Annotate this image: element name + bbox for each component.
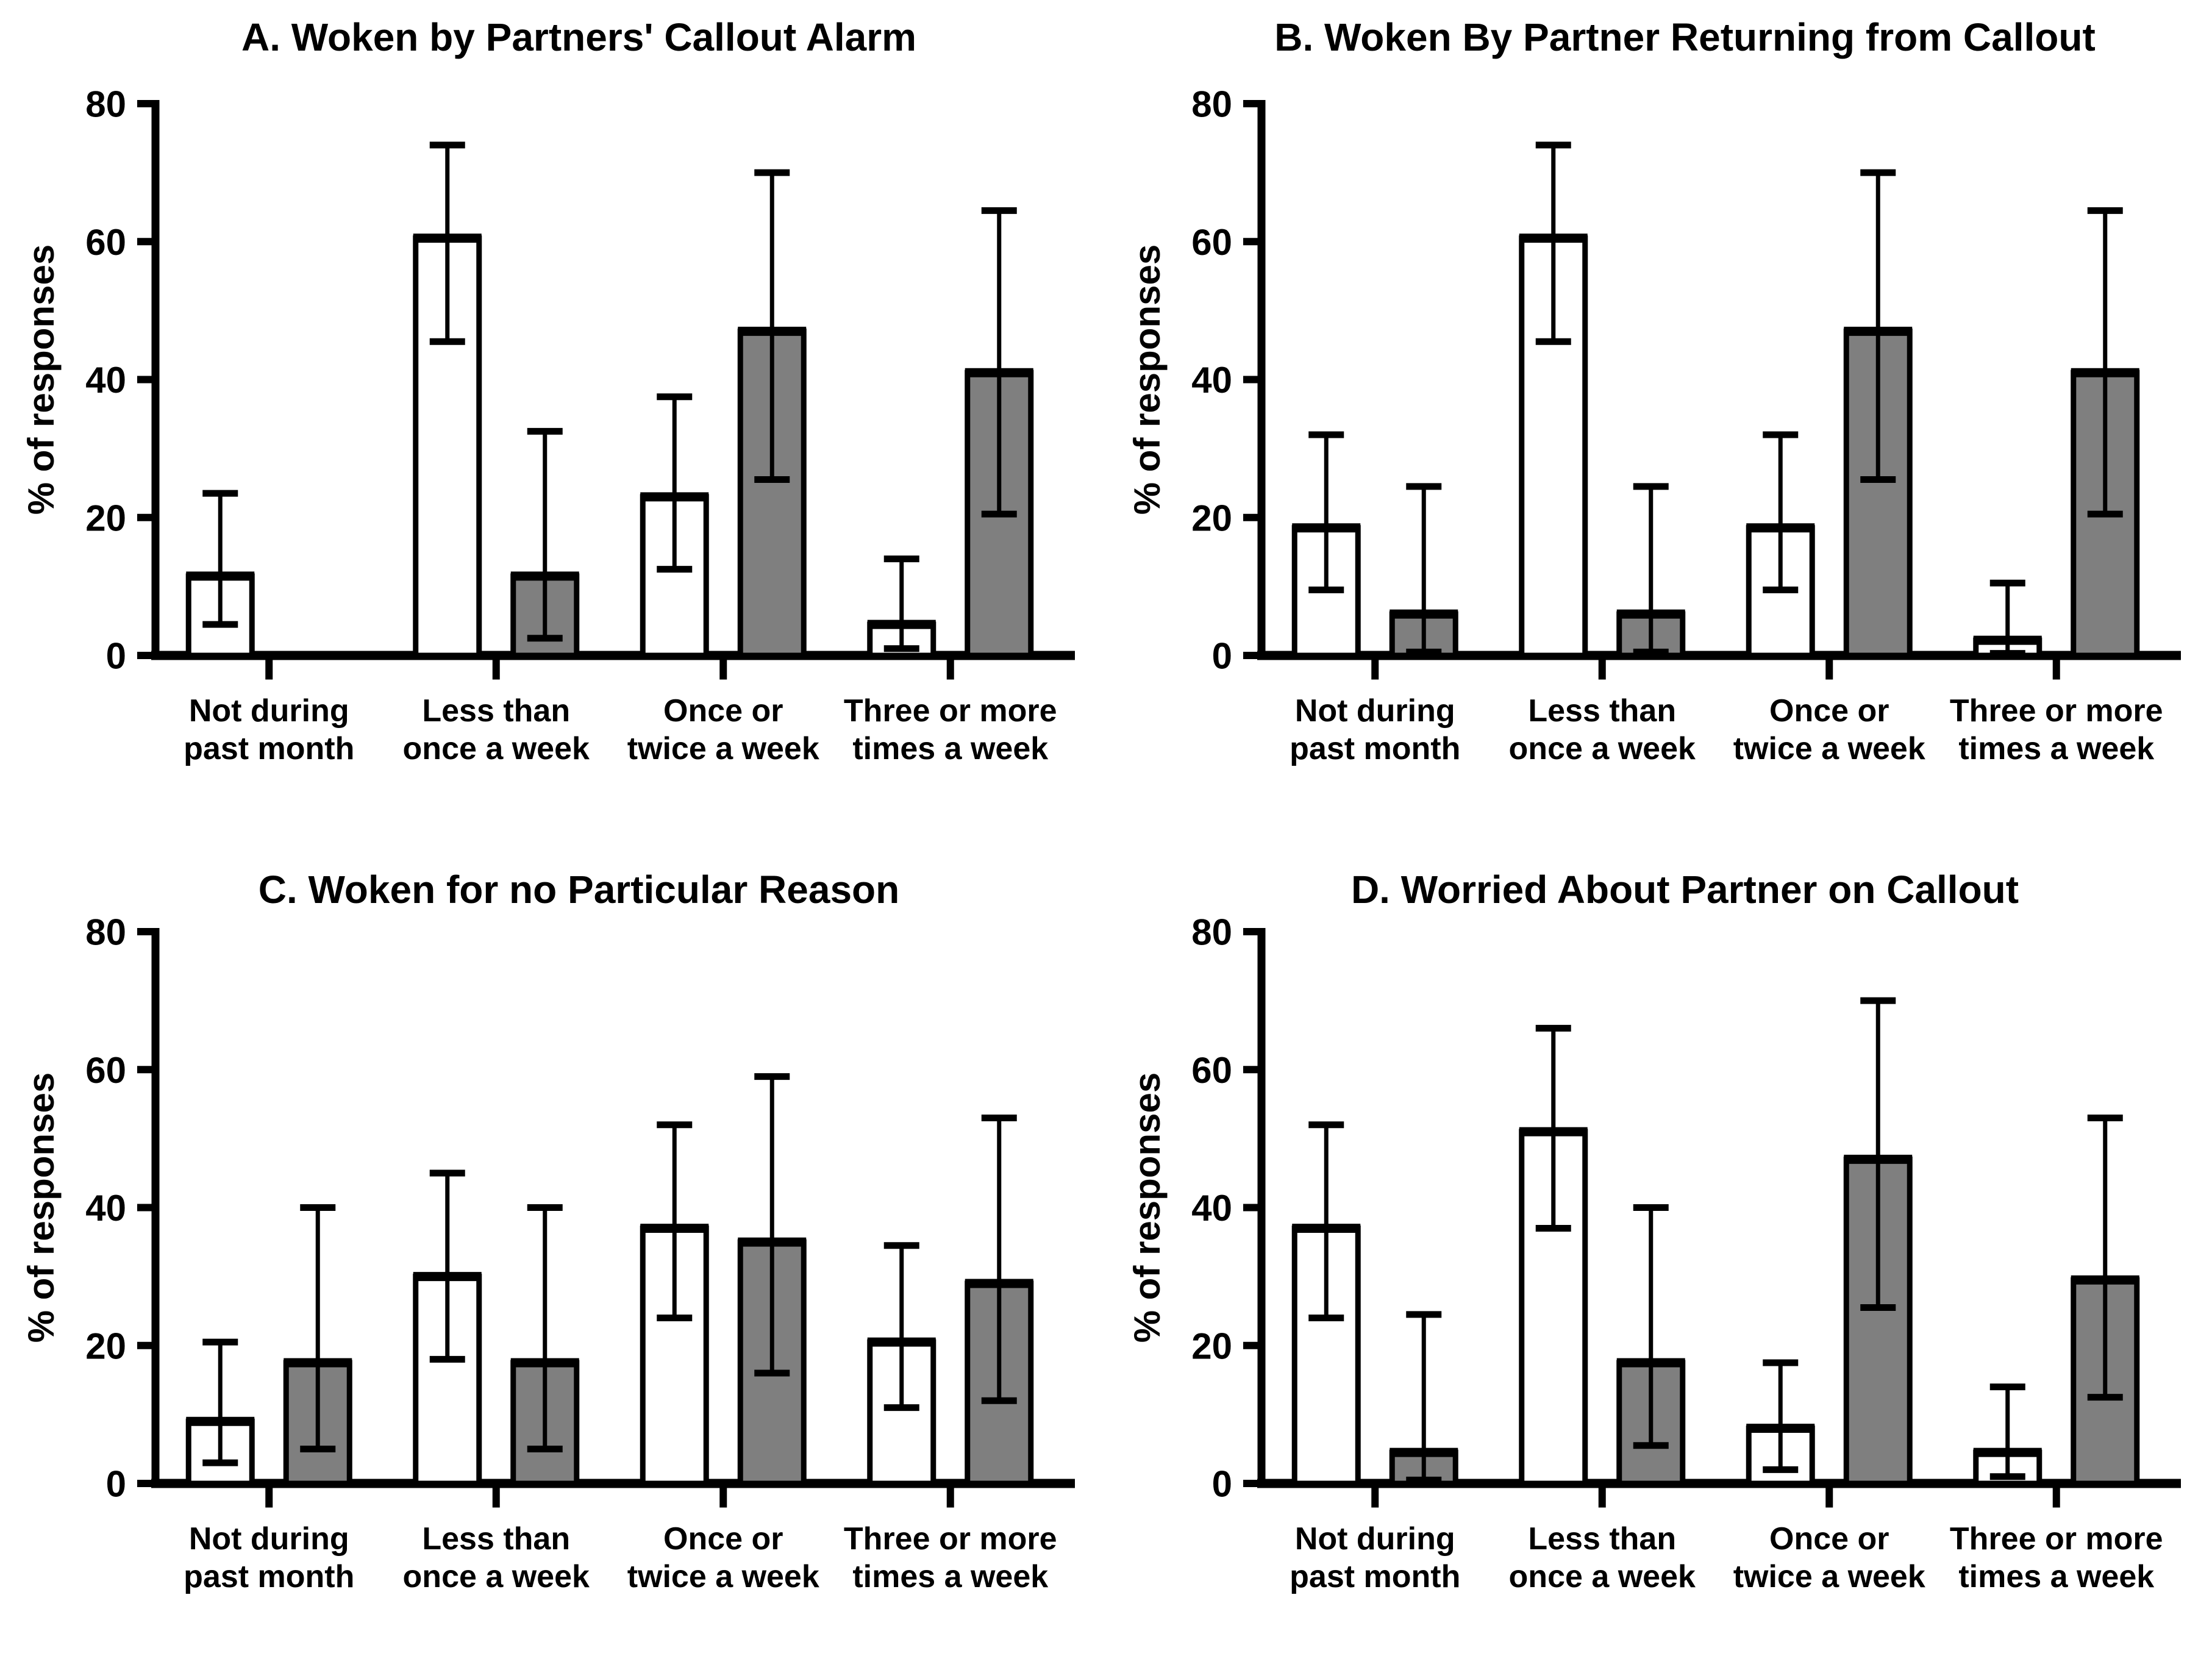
panel-b: B. Woken By Partner Returning from Callo…	[1106, 0, 2212, 828]
x-category-label: Three or more	[1950, 693, 2163, 729]
y-tick-label: 40	[85, 360, 126, 401]
y-tick-label: 60	[1191, 222, 1232, 263]
y-axis-label: % of responses	[21, 244, 62, 515]
y-tick-label: 0	[106, 636, 126, 677]
x-category-label: past month	[184, 731, 354, 766]
x-category-label: past month	[1290, 731, 1460, 766]
y-tick-label: 80	[1191, 84, 1232, 125]
y-tick-label: 20	[85, 498, 126, 538]
y-tick-label: 80	[1191, 912, 1232, 953]
x-category-label: past month	[184, 1559, 354, 1594]
y-tick-label: 40	[1191, 360, 1232, 401]
y-tick-label: 40	[85, 1188, 126, 1229]
x-category-label: twice a week	[1733, 1559, 1925, 1594]
y-tick-label: 60	[85, 222, 126, 263]
bar-gray	[965, 1280, 1034, 1486]
x-category-label: once a week	[1509, 1559, 1696, 1594]
y-tick-label: 40	[1191, 1188, 1232, 1229]
x-category-label: twice a week	[1733, 731, 1925, 766]
x-category-label: Not during	[189, 693, 349, 729]
x-category-label: times a week	[1958, 1559, 2154, 1594]
panel-a: A. Woken by Partners' Callout Alarm 0 20 4…	[0, 0, 1106, 828]
y-tick-label: 20	[1191, 1326, 1232, 1366]
y-tick-label: 20	[1191, 498, 1232, 538]
x-category-label: once a week	[403, 731, 590, 766]
bar-white	[640, 1225, 709, 1486]
x-category-label: Less than	[422, 693, 570, 729]
x-category-label: twice a week	[627, 1559, 819, 1594]
x-category-label: Three or more	[844, 1521, 1057, 1557]
x-category-label: Not during	[189, 1521, 349, 1557]
x-category-label: once a week	[1509, 731, 1696, 766]
x-category-label: past month	[1290, 1559, 1460, 1594]
panel-c: C. Woken for no Particular Reason 0 20 40 6…	[0, 828, 1106, 1656]
x-category-label: Not during	[1295, 693, 1455, 729]
x-category-label: once a week	[403, 1559, 590, 1594]
x-category-label: times a week	[852, 1559, 1048, 1594]
x-category-label: Less than	[422, 1521, 570, 1557]
x-category-label: Not during	[1295, 1521, 1455, 1557]
panel-d-title: D. Worried About Partner on Callout	[1350, 868, 2019, 912]
y-axis-label: % of responses	[21, 1072, 62, 1343]
x-category-label: Less than	[1528, 1521, 1676, 1557]
y-tick-label: 0	[1212, 636, 1232, 677]
y-tick-label: 80	[85, 912, 126, 953]
panel-b-title: B. Woken By Partner Returning from Callo…	[1274, 15, 2096, 59]
panel-a-title: A. Woken by Partners' Callout Alarm	[241, 15, 917, 59]
y-tick-label: 0	[1212, 1464, 1232, 1505]
x-category-label: Less than	[1528, 693, 1676, 729]
y-tick-label: 60	[85, 1050, 126, 1091]
x-category-label: Once or	[663, 693, 783, 729]
x-category-label: times a week	[1958, 731, 2154, 766]
x-category-label: Once or	[1769, 693, 1889, 729]
panel-c-title: C. Woken for no Particular Reason	[258, 868, 900, 912]
y-tick-label: 60	[1191, 1050, 1232, 1091]
x-category-label: times a week	[852, 731, 1048, 766]
x-category-label: Three or more	[1950, 1521, 2163, 1557]
x-category-label: Once or	[1769, 1521, 1889, 1557]
x-category-label: twice a week	[627, 731, 819, 766]
y-tick-label: 20	[85, 1326, 126, 1366]
x-category-label: Once or	[663, 1521, 783, 1557]
x-category-label: Three or more	[844, 693, 1057, 729]
y-tick-label: 0	[106, 1464, 126, 1505]
y-tick-label: 80	[85, 84, 126, 125]
panel-d: D. Worried About Partner on Callout 0 20 4…	[1106, 828, 2212, 1656]
y-axis-label: % of responses	[1127, 1072, 1168, 1343]
y-axis-label: % of responses	[1127, 244, 1168, 515]
